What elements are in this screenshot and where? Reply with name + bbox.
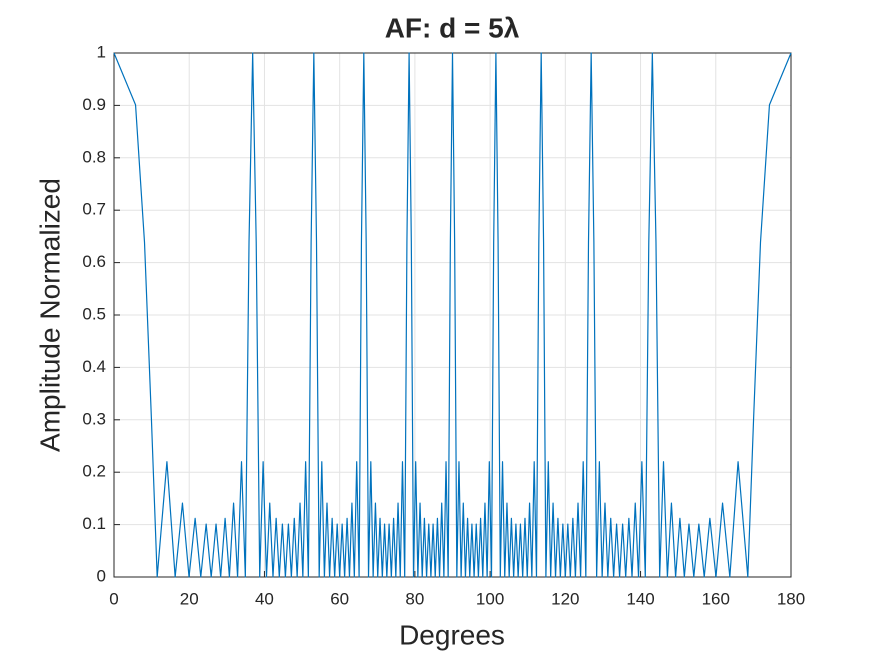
x-tick-label: 120 xyxy=(551,589,579,608)
x-tick-label: 40 xyxy=(255,589,274,608)
y-axis-label: Amplitude Normalized xyxy=(34,178,65,452)
x-tick-label: 20 xyxy=(180,589,199,608)
y-tick-label: 0.2 xyxy=(82,462,106,481)
x-axis-label: Degrees xyxy=(399,619,505,650)
x-tick-label: 140 xyxy=(626,589,654,608)
y-tick-label: 0.3 xyxy=(82,409,106,428)
x-tick-label: 100 xyxy=(476,589,504,608)
y-tick-label: 1 xyxy=(97,42,106,61)
series-line xyxy=(113,52,792,578)
y-tick-label: 0.4 xyxy=(82,357,106,376)
x-tick-label: 60 xyxy=(330,589,349,608)
y-tick-label: 0.1 xyxy=(82,514,106,533)
x-tick-label: 160 xyxy=(702,589,730,608)
x-tick-label: 0 xyxy=(109,589,118,608)
y-tick-label: 0 xyxy=(97,566,106,585)
y-tick-label: 0.6 xyxy=(82,252,106,271)
chart-title: AF: d = 5λ xyxy=(385,12,520,43)
y-tick-label: 0.9 xyxy=(82,95,106,114)
y-tick-label: 0.7 xyxy=(82,200,106,219)
y-tick-label: 0.5 xyxy=(82,304,106,323)
x-tick-label: 180 xyxy=(777,589,805,608)
x-tick-label: 80 xyxy=(405,589,424,608)
y-tick-label: 0.8 xyxy=(82,147,106,166)
